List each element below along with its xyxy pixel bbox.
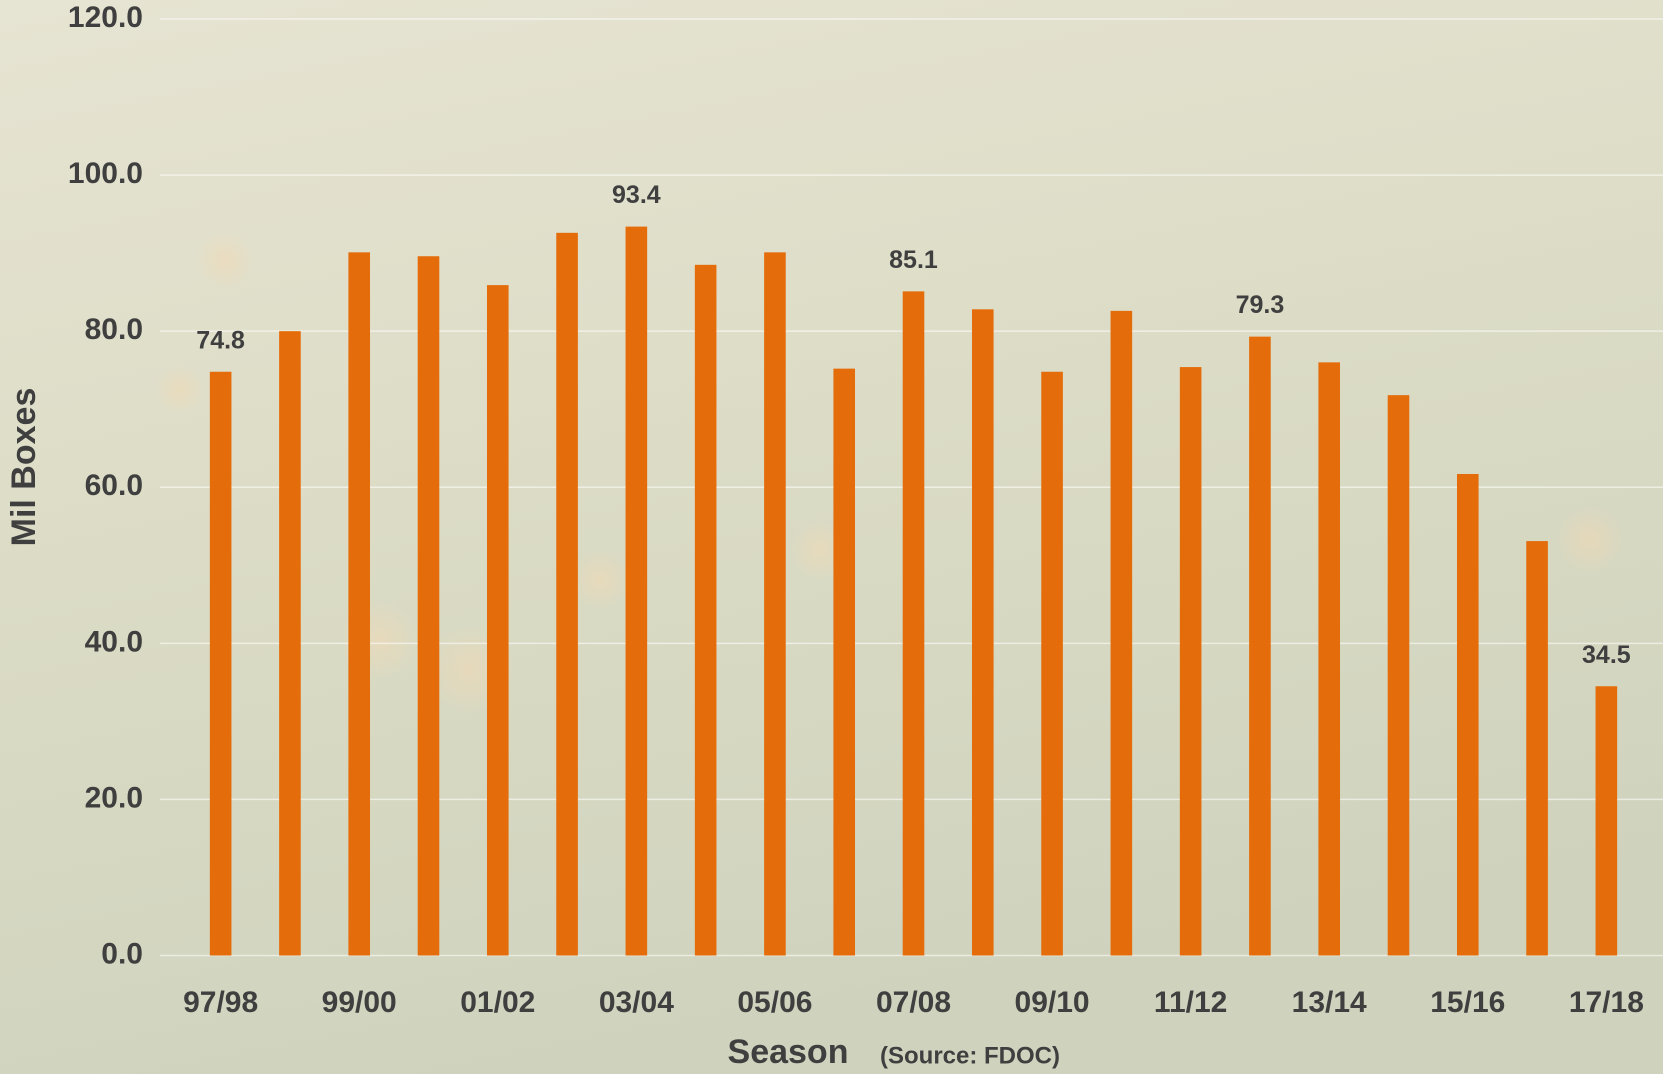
bar bbox=[348, 252, 371, 956]
bar bbox=[1249, 336, 1271, 956]
x-tick-label: 03/04 bbox=[599, 986, 674, 1019]
source-note: (Source: FDOC) bbox=[880, 1042, 1060, 1069]
bar bbox=[764, 252, 786, 956]
x-axis-title: Season bbox=[728, 1033, 849, 1071]
y-tick-label: 100.0 bbox=[68, 157, 143, 190]
y-axis-title: Mil Boxes bbox=[5, 388, 43, 547]
data-label: 79.3 bbox=[1236, 291, 1285, 319]
bar bbox=[1595, 686, 1618, 956]
bar bbox=[971, 309, 994, 956]
y-tick-label: 60.0 bbox=[85, 469, 143, 502]
x-tick-label: 05/06 bbox=[737, 986, 812, 1019]
bar bbox=[1456, 473, 1479, 956]
bar bbox=[556, 232, 578, 956]
x-tick-label: 15/16 bbox=[1430, 986, 1505, 1019]
bar bbox=[1041, 371, 1063, 956]
data-label: 85.1 bbox=[889, 246, 938, 274]
data-label: 74.8 bbox=[196, 326, 245, 354]
x-tick-label: 97/98 bbox=[183, 986, 258, 1019]
bar bbox=[486, 285, 509, 956]
bar bbox=[833, 368, 856, 956]
bar bbox=[417, 256, 440, 956]
y-tick-label: 20.0 bbox=[85, 781, 143, 814]
bar bbox=[1387, 395, 1410, 956]
x-tick-label: 11/12 bbox=[1154, 986, 1227, 1019]
x-tick-label: 17/18 bbox=[1569, 986, 1644, 1019]
y-tick-label: 80.0 bbox=[85, 313, 143, 346]
bar bbox=[902, 291, 925, 956]
y-tick-label: 120.0 bbox=[68, 1, 143, 34]
x-tick-label: 07/08 bbox=[876, 986, 951, 1019]
data-label: 34.5 bbox=[1582, 641, 1631, 669]
x-tick-label: 01/02 bbox=[460, 986, 535, 1019]
data-label: 93.4 bbox=[612, 181, 661, 209]
bar bbox=[625, 226, 648, 956]
x-tick-label: 13/14 bbox=[1292, 986, 1367, 1019]
bar bbox=[209, 371, 232, 956]
y-tick-label: 40.0 bbox=[85, 625, 143, 658]
bar bbox=[694, 264, 717, 956]
bar bbox=[279, 331, 301, 956]
bar bbox=[1110, 310, 1133, 956]
x-tick-label: 99/00 bbox=[322, 986, 397, 1019]
x-tick-label: 09/10 bbox=[1015, 986, 1090, 1019]
bar bbox=[1526, 541, 1548, 956]
bar bbox=[1318, 362, 1341, 956]
bar bbox=[1179, 367, 1202, 956]
y-tick-label: 0.0 bbox=[101, 937, 143, 970]
